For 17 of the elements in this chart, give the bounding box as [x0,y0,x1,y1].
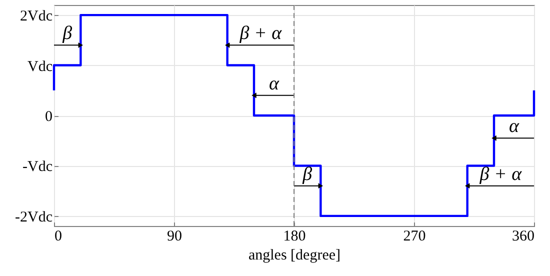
x-tick-label: 360 [512,228,534,244]
y-tick-label: -2Vdc [15,209,53,226]
annotation: β + α [238,23,283,44]
annotation: β [62,23,73,44]
y-tick-label: -Vdc [22,159,53,176]
x-axis-title: angles [degree] [248,248,341,264]
line-series [52,14,536,218]
x-tick-label: 270 [403,228,426,244]
x-tick-label: 90 [167,228,182,244]
y-tick-label: Vdc [28,58,53,75]
y-tick-label: 2Vdc [20,8,53,25]
x-tick-label: 180 [283,228,306,244]
annotation: β + α [478,164,523,185]
annotation: β [302,164,313,185]
annotation: α [509,116,520,138]
y-tick-label: 0 [45,109,52,125]
annotation: α [269,73,280,94]
